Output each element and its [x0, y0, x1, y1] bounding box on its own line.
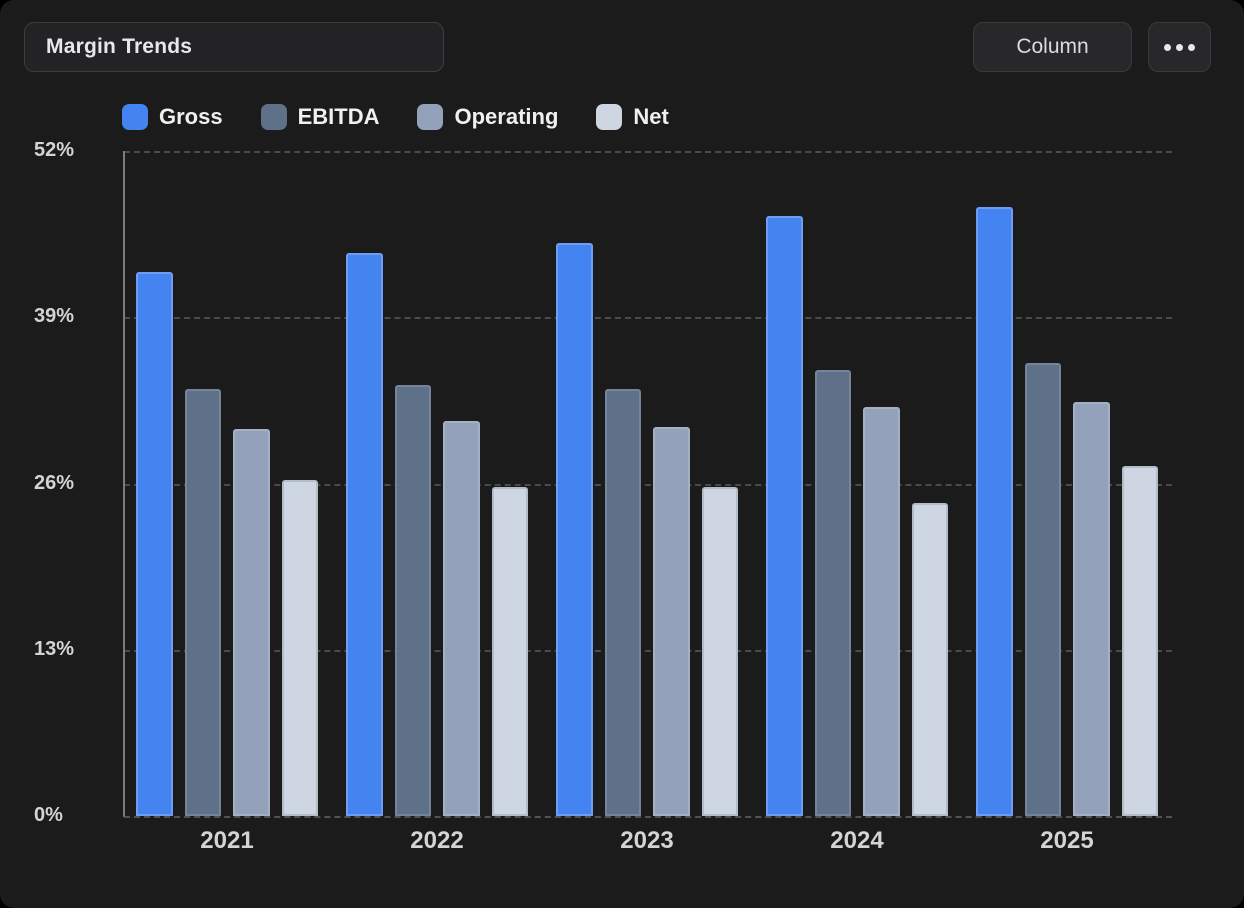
y-axis-tick-label: 39%	[34, 305, 75, 328]
bar-operating-2025[interactable]	[1073, 401, 1110, 816]
more-options-button[interactable]	[1148, 22, 1211, 72]
chart-legend: Gross EBITDA Operating Net	[122, 103, 669, 131]
legend-item-operating[interactable]: Operating	[417, 104, 558, 130]
bar-ebitda-2025[interactable]	[1024, 363, 1061, 816]
chart-type-button[interactable]: Column	[973, 22, 1132, 72]
legend-swatch-icon	[596, 104, 623, 130]
gridline-0%	[124, 816, 1172, 818]
legend-label: EBITDA	[297, 104, 380, 129]
x-axis-tick-label: 2025	[1040, 827, 1094, 854]
legend-item-net[interactable]: Net	[596, 104, 669, 130]
legend-swatch-icon	[122, 104, 148, 130]
legend-label: Gross	[159, 104, 223, 129]
bar-ebitda-2023[interactable]	[604, 388, 641, 816]
bar-operating-2021[interactable]	[233, 428, 270, 816]
bar-gross-2022[interactable]	[346, 253, 383, 816]
bar-ebitda-2021[interactable]	[184, 388, 221, 816]
legend-swatch-icon	[260, 104, 287, 130]
bar-net-2023[interactable]	[701, 487, 738, 816]
x-axis-tick-label: 2021	[200, 827, 254, 854]
y-axis-tick-label: 52%	[34, 139, 75, 162]
chart-title-input[interactable]: Margin Trends	[24, 22, 444, 72]
legend-swatch-icon	[417, 104, 444, 130]
legend-label: Operating	[454, 104, 559, 129]
chart-title-value: Margin Trends	[46, 35, 193, 58]
bar-gross-2021[interactable]	[136, 272, 173, 816]
bar-net-2025[interactable]	[1121, 465, 1158, 816]
bar-gross-2025[interactable]	[976, 207, 1013, 816]
bar-ebitda-2024[interactable]	[814, 369, 851, 816]
y-axis-line	[123, 151, 125, 817]
bar-gross-2023[interactable]	[556, 243, 593, 816]
bar-operating-2024[interactable]	[863, 406, 900, 816]
gridline-52%	[124, 151, 1172, 153]
bar-net-2022[interactable]	[491, 487, 528, 816]
chart-type-label: Column	[1016, 35, 1089, 58]
x-axis-tick-label: 2022	[410, 827, 464, 854]
gridline-13%	[124, 649, 1172, 652]
y-axis-tick-label: 26%	[34, 471, 75, 494]
y-axis-tick-label: 0%	[34, 804, 63, 827]
gridline-39%	[124, 317, 1172, 320]
bar-operating-2022[interactable]	[443, 420, 480, 816]
y-axis-tick-label: 13%	[34, 637, 75, 660]
legend-item-gross[interactable]: Gross	[122, 104, 223, 130]
bar-net-2021[interactable]	[281, 479, 318, 816]
bar-gross-2024[interactable]	[766, 216, 803, 816]
x-axis-tick-label: 2023	[620, 827, 674, 854]
bar-operating-2023[interactable]	[653, 427, 690, 816]
ellipsis-icon	[1162, 43, 1198, 51]
legend-label: Net	[633, 104, 669, 129]
bar-net-2024[interactable]	[911, 502, 948, 816]
bar-ebitda-2022[interactable]	[394, 385, 431, 816]
gridline-26%	[124, 483, 1172, 486]
x-axis-tick-label: 2024	[830, 827, 884, 854]
legend-item-ebitda[interactable]: EBITDA	[260, 104, 380, 130]
